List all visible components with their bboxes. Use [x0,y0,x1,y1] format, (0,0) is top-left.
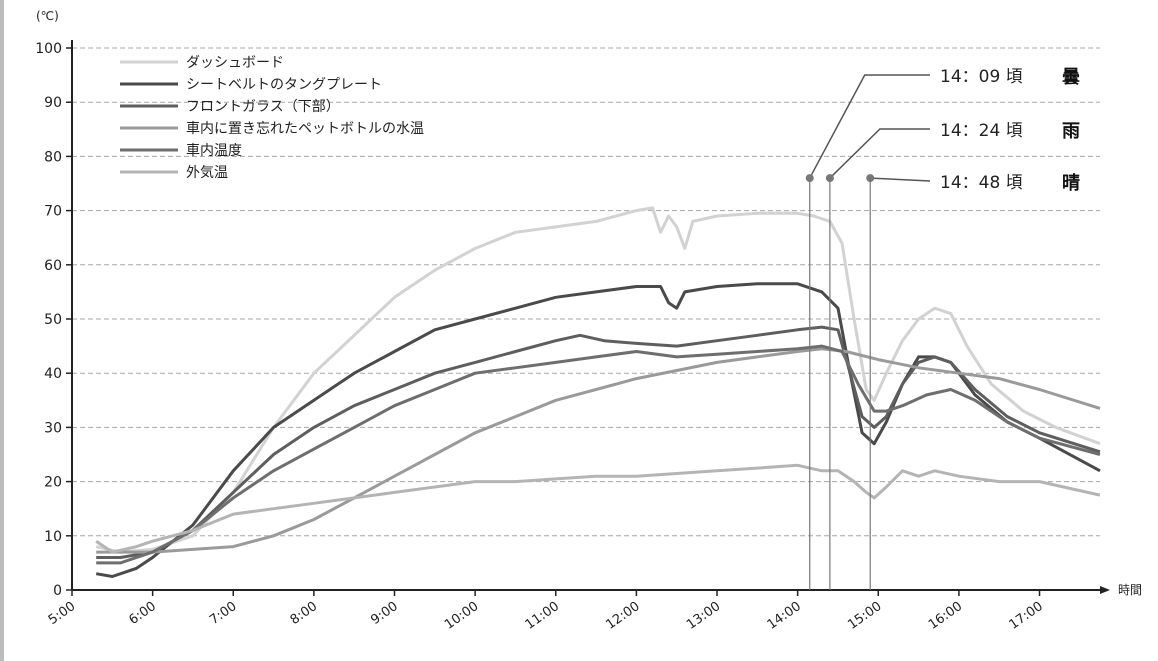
y-tick-label: 40 [44,366,62,382]
annotation-time: 14：09 頃 [940,67,1023,87]
legend-label-2: フロントガラス（下部） [186,99,340,115]
annotation-time: 14：24 頃 [940,121,1023,141]
y-tick-label: 20 [44,475,62,491]
x-axis-arrow [1100,586,1110,594]
x-tick-label: 11:00 [523,599,562,633]
series-line-3 [96,347,1101,554]
legend-label-1: シートベルトのタングプレート [186,77,382,93]
x-tick-label: 13:00 [684,599,723,633]
y-tick-label: 80 [44,149,62,165]
x-tick-label: 7:00 [207,599,240,628]
y-axis-unit: (℃) [36,9,59,23]
series-line-5 [95,463,1101,554]
y-tick-label: 90 [44,95,62,111]
legend-label-3: 車内に置き忘れたペットボトルの水温 [186,120,424,137]
x-tick-label: 9:00 [368,599,401,628]
annotation-leader [870,177,931,182]
x-tick-label: 16:00 [926,599,965,633]
x-tick-label: 17:00 [1007,599,1046,633]
y-tick-label: 0 [53,583,62,599]
annotation-dot [805,174,814,183]
series-lines [95,206,1101,578]
y-tick-label: 100 [35,41,62,57]
annotation-dot [866,174,875,183]
annotation-weather: 曇 [1062,67,1080,88]
x-tick-label: 10:00 [442,599,481,633]
legend-label-5: 外気温 [186,165,228,181]
gridlines [72,47,1100,537]
y-tick-label: 30 [44,420,62,436]
x-axis-label: 時間 [1118,583,1142,597]
y-tick-label: 70 [44,204,62,220]
legend-label-4: 車内温度 [186,142,242,159]
series-line-4 [96,344,1101,565]
x-tick-label: 8:00 [288,599,321,628]
y-tick-label: 10 [44,529,62,545]
left-border [0,0,4,661]
annotation-dot [825,174,834,183]
series-line-2 [96,325,1101,559]
series-line-1 [95,282,1101,578]
annotation-weather: 晴 [1062,172,1080,194]
x-tick-label: 14:00 [765,599,804,633]
legend-label-0: ダッシュボード [186,55,284,71]
x-tick-label: 15:00 [845,599,884,633]
x-tick-label: 12:00 [603,599,642,633]
annotation-weather: 雨 [1062,121,1080,142]
annotation-leader [829,128,930,179]
annotation-time: 14：48 頃 [940,173,1023,193]
annotation-leader [809,74,930,179]
series-line-0 [95,206,1101,554]
y-tick-label: 60 [44,258,62,274]
weather-annotations: 14：09 頃 曇 14：24 頃 雨 14：48 頃 晴 [805,67,1080,590]
x-tick-label: 6:00 [126,599,159,628]
x-tick-label: 5:00 [46,599,79,628]
y-tick-label: 50 [44,312,62,328]
